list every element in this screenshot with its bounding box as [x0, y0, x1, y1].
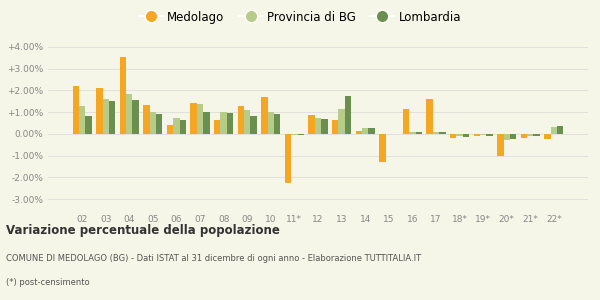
Bar: [261, 97, 268, 134]
Bar: [416, 132, 422, 134]
Bar: [521, 134, 527, 138]
Bar: [203, 112, 209, 134]
Bar: [362, 128, 368, 134]
Bar: [291, 134, 298, 135]
Bar: [368, 128, 375, 134]
Bar: [409, 132, 416, 134]
Bar: [79, 106, 85, 134]
Bar: [214, 120, 220, 134]
Bar: [510, 134, 516, 139]
Bar: [321, 119, 328, 134]
Bar: [450, 134, 457, 138]
Bar: [533, 134, 540, 136]
Bar: [332, 120, 338, 134]
Bar: [473, 134, 480, 136]
Bar: [487, 134, 493, 136]
Bar: [109, 101, 115, 134]
Text: Variazione percentuale della popolazione: Variazione percentuale della popolazione: [6, 224, 280, 237]
Bar: [551, 127, 557, 134]
Bar: [268, 112, 274, 134]
Bar: [103, 99, 109, 134]
Bar: [285, 134, 291, 183]
Bar: [274, 114, 280, 134]
Bar: [120, 57, 126, 134]
Bar: [497, 134, 503, 156]
Bar: [308, 116, 315, 134]
Bar: [439, 132, 446, 134]
Bar: [143, 104, 149, 134]
Bar: [403, 109, 409, 134]
Bar: [338, 109, 345, 134]
Bar: [298, 134, 304, 135]
Bar: [457, 134, 463, 136]
Text: COMUNE DI MEDOLAGO (BG) - Dati ISTAT al 31 dicembre di ogni anno - Elaborazione : COMUNE DI MEDOLAGO (BG) - Dati ISTAT al …: [6, 254, 421, 263]
Bar: [126, 94, 133, 134]
Bar: [356, 131, 362, 134]
Bar: [345, 97, 351, 134]
Bar: [527, 134, 533, 136]
Bar: [190, 103, 197, 134]
Bar: [149, 112, 156, 134]
Bar: [73, 86, 79, 134]
Bar: [197, 104, 203, 134]
Bar: [463, 134, 469, 137]
Bar: [250, 116, 257, 134]
Bar: [156, 114, 163, 134]
Legend: Medolago, Provincia di BG, Lombardia: Medolago, Provincia di BG, Lombardia: [134, 6, 466, 28]
Bar: [96, 88, 103, 134]
Bar: [544, 134, 551, 139]
Bar: [173, 118, 179, 134]
Bar: [427, 99, 433, 134]
Bar: [227, 113, 233, 134]
Bar: [244, 110, 250, 134]
Bar: [220, 112, 227, 134]
Bar: [85, 116, 92, 134]
Text: (*) post-censimento: (*) post-censimento: [6, 278, 89, 287]
Bar: [179, 120, 186, 134]
Bar: [133, 100, 139, 134]
Bar: [167, 125, 173, 134]
Bar: [503, 134, 510, 140]
Bar: [557, 126, 563, 134]
Bar: [238, 106, 244, 134]
Bar: [433, 132, 439, 134]
Bar: [379, 134, 386, 162]
Bar: [315, 118, 321, 134]
Bar: [480, 134, 487, 135]
